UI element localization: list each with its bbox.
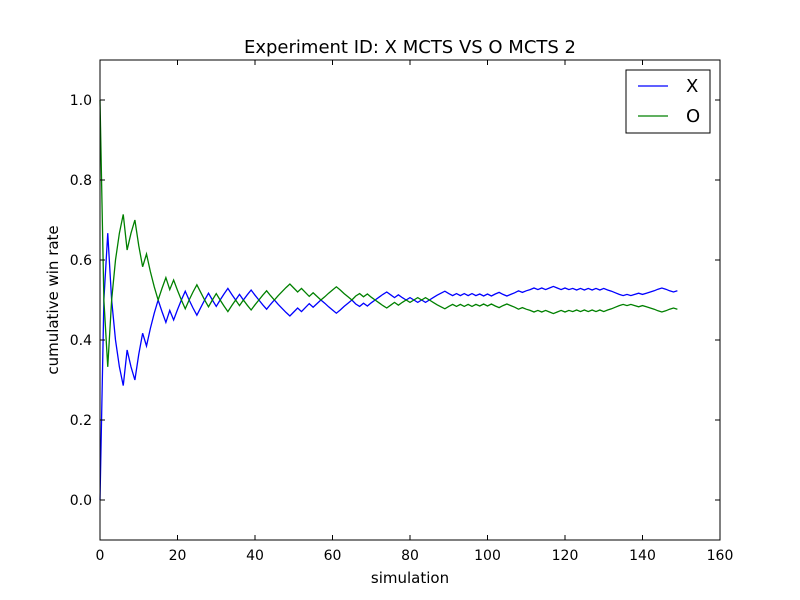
ticks-layer: 0 20 40 60 80 100 120 140 160 0.0 0.2 0.4 0.6 0.8 1.0 <box>70 60 734 564</box>
x-tick-label: 160 <box>707 548 734 564</box>
legend-box <box>625 69 711 134</box>
y-tick-label: 0.2 <box>70 413 92 429</box>
y-tick-label: 0.8 <box>70 173 92 189</box>
x-tick-label: 100 <box>474 548 501 564</box>
legend-label-o: O <box>686 106 700 127</box>
legend-label-x: X <box>686 76 698 97</box>
y-tick-label: 0.4 <box>70 333 92 349</box>
legend: X O <box>625 69 711 134</box>
series-line-x <box>99 233 678 501</box>
y-tick-label: 0.6 <box>70 253 92 269</box>
x-tick-label: 20 <box>169 548 187 564</box>
y-tick-label: 1.0 <box>70 93 92 109</box>
y-axis-label: cumulative win rate <box>44 225 62 374</box>
chart-title: Experiment ID: X MCTS VS O MCTS 2 <box>244 37 576 58</box>
x-tick-label: 60 <box>324 548 342 564</box>
plot-frame <box>99 59 721 541</box>
x-tick-label: 80 <box>401 548 419 564</box>
x-tick-label: 0 <box>96 548 105 564</box>
series-layer <box>99 99 678 501</box>
x-axis-label: simulation <box>371 569 449 587</box>
x-tick-label: 40 <box>246 548 264 564</box>
y-tick-label: 0.0 <box>70 493 92 509</box>
x-tick-label: 120 <box>552 548 579 564</box>
series-line-o <box>99 99 678 367</box>
x-tick-label: 140 <box>629 548 656 564</box>
